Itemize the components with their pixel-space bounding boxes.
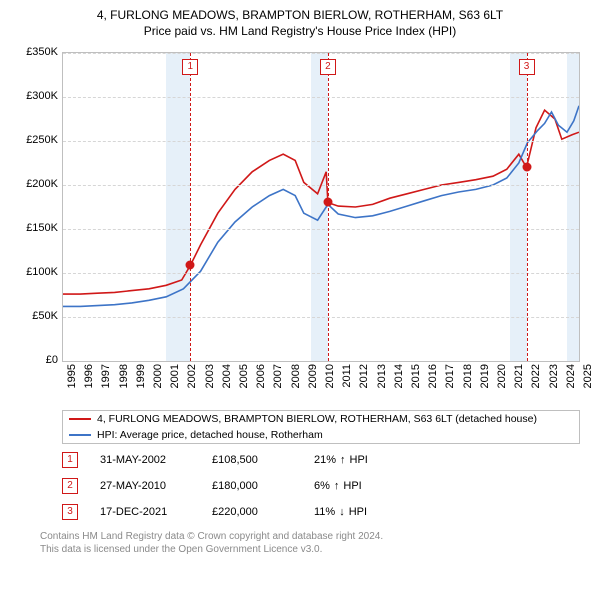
gridline-h	[63, 53, 579, 54]
sale-vline	[190, 53, 191, 361]
sale-date: 31-MAY-2002	[100, 454, 190, 466]
sale-row-marker: 1	[62, 452, 78, 468]
sale-price: £220,000	[212, 506, 292, 518]
sale-vs-hpi: 11% ↓ HPI	[314, 506, 367, 518]
arrow-icon: ↑	[340, 454, 346, 466]
sale-date: 17-DEC-2021	[100, 506, 190, 518]
sale-marker: 1	[182, 59, 198, 75]
legend-row: 4, FURLONG MEADOWS, BRAMPTON BIERLOW, RO…	[63, 411, 579, 427]
chart-area: 1 2 3 £0 £50K £100K £150K £200K £250K £300K £350K…	[10, 44, 590, 404]
sale-row-marker: 2	[62, 478, 78, 494]
footer-attribution: Contains HM Land Registry data © Crown c…	[40, 530, 590, 556]
series-line	[63, 105, 579, 306]
sale-point	[186, 261, 195, 270]
sale-vs-label: HPI	[350, 454, 368, 466]
y-tick-label: £200K	[10, 178, 58, 190]
gridline-h	[63, 273, 579, 274]
sale-row: 1 31-MAY-2002 £108,500 21% ↑ HPI	[62, 452, 590, 468]
chart-container: 4, FURLONG MEADOWS, BRAMPTON BIERLOW, RO…	[0, 0, 600, 590]
sale-price: £108,500	[212, 454, 292, 466]
sale-vline	[527, 53, 528, 361]
plot-region: 1 2 3	[62, 52, 580, 362]
series-line	[63, 110, 579, 294]
y-tick-label: £350K	[10, 46, 58, 58]
sale-row: 2 27-MAY-2010 £180,000 6% ↑HPI	[62, 478, 590, 494]
y-tick-label: £150K	[10, 222, 58, 234]
legend-row: HPI: Average price, detached house, Roth…	[63, 427, 579, 443]
sale-vs-label: HPI	[343, 480, 361, 492]
x-tick-label: 2025	[582, 364, 600, 388]
sale-pct: 6%	[314, 480, 330, 492]
gridline-h	[63, 317, 579, 318]
gridline-h	[63, 141, 579, 142]
y-tick-label: £0	[10, 354, 58, 366]
sale-pct: 21%	[314, 454, 336, 466]
sale-date: 27-MAY-2010	[100, 480, 190, 492]
sale-vs-label: HPI	[349, 506, 367, 518]
gridline-h	[63, 185, 579, 186]
legend-label: 4, FURLONG MEADOWS, BRAMPTON BIERLOW, RO…	[97, 413, 537, 425]
y-tick-label: £300K	[10, 90, 58, 102]
sale-point	[522, 162, 531, 171]
sale-marker: 2	[320, 59, 336, 75]
sale-point	[323, 198, 332, 207]
legend-label: HPI: Average price, detached house, Roth…	[97, 429, 323, 441]
chart-title: 4, FURLONG MEADOWS, BRAMPTON BIERLOW, RO…	[10, 8, 590, 24]
gridline-h	[63, 229, 579, 230]
footer-line2: This data is licensed under the Open Gov…	[40, 543, 590, 556]
sales-table: 131-MAY-2002£108,50021%↑HPI227-MAY-2010£…	[62, 452, 590, 520]
arrow-icon: ↓	[339, 506, 345, 518]
sale-vs-hpi: 21% ↑ HPI	[314, 454, 368, 466]
sale-row: 3 17-DEC-2021 £220,000 11% ↓ HPI	[62, 504, 590, 520]
y-tick-label: £100K	[10, 266, 58, 278]
sale-price: £180,000	[212, 480, 292, 492]
arrow-icon: ↑	[334, 480, 340, 492]
legend-swatch	[69, 418, 91, 420]
y-tick-label: £50K	[10, 310, 58, 322]
sale-row-marker: 3	[62, 504, 78, 520]
legend-swatch	[69, 434, 91, 436]
footer-line1: Contains HM Land Registry data © Crown c…	[40, 530, 590, 543]
gridline-h	[63, 97, 579, 98]
legend: 4, FURLONG MEADOWS, BRAMPTON BIERLOW, RO…	[62, 410, 580, 444]
chart-subtitle: Price paid vs. HM Land Registry's House …	[10, 24, 590, 38]
sale-pct: 11%	[314, 506, 335, 518]
sale-marker: 3	[519, 59, 535, 75]
line-svg	[63, 53, 579, 361]
y-tick-label: £250K	[10, 134, 58, 146]
sale-vs-hpi: 6% ↑HPI	[314, 480, 362, 492]
